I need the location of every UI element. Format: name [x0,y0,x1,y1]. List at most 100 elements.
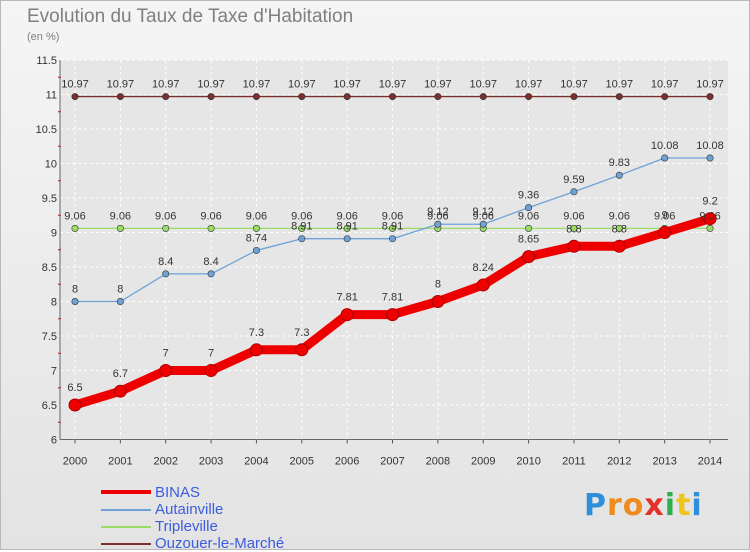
y-axis-unit-label: (en %) [27,31,60,43]
data-point-binas [612,239,626,253]
data-label-ouzouer-le-march-: 10.97 [288,79,316,91]
data-point-ouzouer-le-march- [116,93,124,101]
data-label-binas: 7 [163,348,169,360]
data-point-tripleville [162,224,170,232]
data-point-autainville [479,220,487,228]
data-label-tripleville: 9.06 [200,210,221,222]
legend-item-ouzouer-le-marche[interactable]: Ouzouer-le-Marché [101,535,361,552]
data-point-tripleville [570,224,578,232]
data-label-tripleville: 9.06 [518,210,539,222]
x-tick-label: 2012 [607,456,631,468]
data-label-ouzouer-le-march-: 10.97 [424,79,452,91]
data-point-tripleville [252,224,260,232]
data-label-autainville: 9.36 [518,190,539,202]
y-tick-label: 10 [45,159,57,171]
data-label-binas: 8.65 [518,234,539,246]
y-tick-label: 9.5 [42,193,57,205]
data-point-tripleville [389,224,397,232]
data-label-autainville: 8 [117,284,123,296]
data-point-tripleville [71,224,79,232]
data-label-autainville: 10.08 [651,140,679,152]
data-label-autainville: 9.12 [427,206,448,218]
x-tick-label: 2013 [652,456,676,468]
x-tick-label: 2005 [290,456,314,468]
data-point-autainville [434,220,442,228]
data-label-autainville: 9.83 [609,157,630,169]
y-tick-label: 10.5 [36,124,57,136]
y-tick-label: 11 [46,90,57,102]
x-tick-label: 2004 [244,456,268,468]
data-label-binas: 7.3 [249,327,264,339]
data-label-autainville: 9.12 [473,206,494,218]
data-label-tripleville: 9.06 [64,210,85,222]
legend-item-autainville[interactable]: Autainville [101,501,361,518]
x-tick-label: 2009 [471,456,495,468]
data-point-ouzouer-le-march- [343,93,351,101]
data-point-ouzouer-le-march- [298,93,306,101]
data-label-tripleville: 9.06 [699,210,720,222]
y-tick-label: 8 [51,297,57,309]
data-label-tripleville: 9.06 [427,210,448,222]
data-label-binas: 7.3 [294,327,309,339]
data-label-binas: 9 [662,210,668,222]
data-label-binas: 7.81 [336,292,357,304]
data-point-binas [340,308,354,322]
data-point-ouzouer-le-march- [479,93,487,101]
x-tick-label: 2003 [199,456,223,468]
data-point-ouzouer-le-march- [570,93,578,101]
data-point-binas [113,384,127,398]
data-label-ouzouer-le-march-: 10.97 [379,79,407,91]
y-tick-label: 7.5 [42,331,57,343]
legend-swatch-autainville [101,509,151,511]
data-label-autainville: 8.4 [158,256,173,268]
data-label-binas: 7 [208,348,214,360]
data-point-autainville [207,270,215,278]
data-label-ouzouer-le-march-: 10.97 [696,79,724,91]
data-label-tripleville: 9.06 [473,210,494,222]
legend-label-tripleville: Tripleville [155,518,218,535]
data-label-tripleville: 9.06 [246,210,267,222]
data-point-ouzouer-le-march- [434,93,442,101]
legend-item-binas[interactable]: BINAS [101,484,361,501]
x-tick-label: 2000 [63,456,87,468]
data-label-ouzouer-le-march-: 10.97 [560,79,588,91]
y-tick-label: 9 [51,228,57,240]
chart-title: Evolution du Taux de Taxe d'Habitation [27,6,354,27]
data-point-binas [68,398,82,412]
legend-item-tripleville[interactable]: Tripleville [101,518,361,535]
data-label-autainville: 8.91 [336,221,357,233]
x-tick-label: 2001 [108,456,132,468]
logo-letter: o [622,488,645,523]
logo-letter: i [664,488,677,523]
data-point-binas [204,364,218,377]
data-point-binas [567,239,581,253]
data-point-binas [249,343,263,357]
x-tick-label: 2006 [335,456,359,468]
legend-label-binas: BINAS [155,484,201,501]
data-point-autainville [116,297,124,305]
data-label-ouzouer-le-march-: 10.97 [333,79,361,91]
data-label-tripleville: 9.06 [382,210,403,222]
data-point-autainville [343,235,351,243]
data-label-ouzouer-le-march-: 10.97 [606,79,634,91]
data-label-binas: 8 [435,279,441,291]
x-tick-label: 2014 [698,456,722,468]
data-point-binas [295,343,309,357]
data-point-tripleville [343,224,351,232]
data-label-autainville: 9.59 [563,174,584,186]
x-tick-label: 2007 [380,456,404,468]
data-point-autainville [389,235,397,243]
x-tick-label: 2010 [516,456,540,468]
data-label-tripleville: 9.06 [336,210,357,222]
data-point-tripleville [298,224,306,232]
data-label-binas: 8.8 [612,223,627,235]
data-point-ouzouer-le-march- [162,93,170,101]
data-point-autainville [71,297,79,305]
data-point-binas [522,250,536,264]
data-label-binas: 8.24 [473,262,494,274]
data-label-autainville: 8.4 [203,256,218,268]
data-label-autainville: 8.74 [246,232,267,244]
data-label-binas: 7.81 [382,292,403,304]
data-point-autainville [525,204,533,212]
data-point-autainville [252,246,260,254]
